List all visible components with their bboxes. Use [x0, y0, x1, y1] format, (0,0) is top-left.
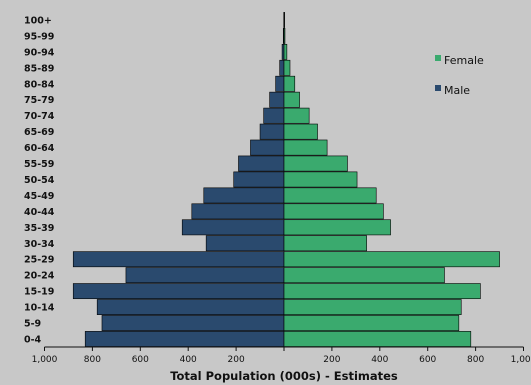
bar-male-10-14 — [96, 299, 285, 315]
legend-swatch-female — [435, 55, 441, 61]
age-label-35-39: 35-39 — [24, 223, 54, 234]
age-label-30-34: 30-34 — [24, 239, 55, 250]
bar-female-90-94 — [283, 43, 288, 60]
bar-female-55-59 — [283, 155, 348, 172]
age-label-15-19: 15-19 — [24, 287, 54, 298]
bars-group — [72, 12, 500, 347]
bar-female-40-44 — [283, 203, 384, 220]
bar-female-45-49 — [283, 187, 377, 204]
x-tick-label: 400 — [180, 355, 197, 365]
x-tick-label: 1,000 — [511, 355, 531, 365]
age-label-25-29: 25-29 — [24, 255, 54, 266]
bar-female-75-79 — [283, 91, 300, 108]
x-tick-label: 600 — [419, 355, 436, 365]
bar-male-45-49 — [203, 187, 285, 204]
bar-female-15-19 — [283, 283, 481, 300]
age-label-45-49: 45-49 — [24, 191, 54, 202]
bar-female-5-9 — [283, 315, 460, 331]
age-label-20-24: 20-24 — [24, 271, 55, 282]
bar-male-25-29 — [72, 251, 285, 268]
bar-male-50-54 — [233, 171, 285, 188]
legend: Female Male — [435, 54, 484, 97]
bar-male-5-9 — [101, 315, 285, 331]
x-tick-label: 800 — [84, 355, 101, 365]
age-label-90-94: 90-94 — [24, 47, 55, 58]
bar-male-80-84 — [275, 75, 285, 92]
bar-male-75-79 — [269, 91, 285, 108]
bar-male-15-19 — [72, 283, 285, 300]
age-label-85-89: 85-89 — [24, 63, 54, 74]
bar-female-0-4 — [283, 331, 472, 347]
bar-female-100+ — [283, 12, 285, 28]
bar-female-85-89 — [283, 59, 291, 76]
age-label-55-59: 55-59 — [24, 159, 54, 170]
bar-female-80-84 — [283, 75, 296, 92]
bar-female-70-74 — [283, 107, 310, 124]
bar-female-10-14 — [283, 299, 462, 315]
bar-male-85-89 — [279, 59, 285, 76]
age-label-10-14: 10-14 — [24, 303, 55, 314]
bar-female-25-29 — [283, 251, 500, 268]
x-axis-ticks: 1,000 800 600 400 200 200 400 600 800 1,000 — [32, 347, 531, 365]
bar-female-60-64 — [283, 139, 328, 156]
bar-male-40-44 — [191, 203, 285, 220]
bar-male-20-24 — [125, 267, 285, 284]
x-tick-label: 200 — [228, 355, 245, 365]
bar-female-95-99 — [283, 28, 286, 44]
age-label-0-4: 0-4 — [24, 334, 42, 345]
age-label-65-69: 65-69 — [24, 127, 54, 138]
bar-female-30-34 — [283, 235, 367, 252]
x-tick-label: 800 — [467, 355, 484, 365]
bar-male-70-74 — [263, 107, 285, 124]
age-label-5-9: 5-9 — [24, 319, 41, 330]
bar-male-0-4 — [84, 331, 285, 347]
bar-male-60-64 — [250, 139, 285, 156]
age-group-labels: 0-4 5-9 10-14 15-19 20-24 25-29 30-34 35-39 40-4… — [24, 15, 55, 345]
age-label-50-54: 50-54 — [24, 175, 55, 186]
bar-female-50-54 — [283, 171, 358, 188]
bar-male-30-34 — [205, 235, 285, 252]
age-label-75-79: 75-79 — [24, 95, 54, 106]
age-label-70-74: 70-74 — [24, 111, 55, 122]
legend-label-male: Male — [444, 84, 470, 97]
x-axis-title: Total Population (000s) - Estimates — [170, 369, 398, 383]
bar-male-55-59 — [238, 155, 285, 172]
age-label-40-44: 40-44 — [24, 207, 55, 218]
age-label-100+: 100+ — [24, 15, 52, 26]
age-label-95-99: 95-99 — [24, 31, 54, 42]
age-label-60-64: 60-64 — [24, 143, 55, 154]
bar-female-35-39 — [283, 219, 391, 236]
bar-male-65-69 — [259, 123, 285, 140]
x-tick-label: 200 — [323, 355, 340, 365]
bar-male-35-39 — [181, 219, 285, 236]
x-tick-label: 1,000 — [32, 355, 58, 365]
legend-swatch-male — [435, 85, 441, 91]
bar-female-20-24 — [283, 267, 445, 284]
legend-label-female: Female — [444, 54, 484, 67]
x-tick-label: 400 — [371, 355, 388, 365]
bar-female-65-69 — [283, 123, 318, 140]
age-label-80-84: 80-84 — [24, 79, 55, 90]
x-tick-label: 600 — [132, 355, 149, 365]
